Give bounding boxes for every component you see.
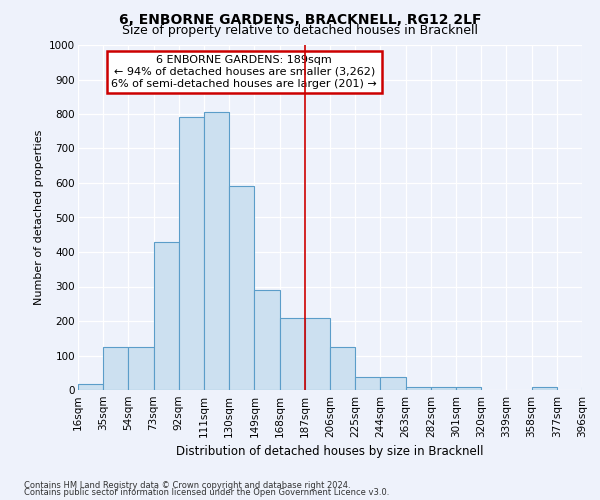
Bar xyxy=(532,386,557,390)
Bar xyxy=(456,386,481,390)
Text: Contains public sector information licensed under the Open Government Licence v3: Contains public sector information licen… xyxy=(24,488,389,497)
Bar xyxy=(406,386,431,390)
Bar xyxy=(330,347,355,390)
Bar xyxy=(154,242,179,390)
Bar xyxy=(103,347,128,390)
Bar xyxy=(431,386,456,390)
Bar xyxy=(305,318,330,390)
Bar xyxy=(280,318,305,390)
Bar xyxy=(582,386,600,390)
X-axis label: Distribution of detached houses by size in Bracknell: Distribution of detached houses by size … xyxy=(176,446,484,458)
Bar xyxy=(254,290,280,390)
Bar xyxy=(380,377,406,390)
Text: 6 ENBORNE GARDENS: 189sqm
← 94% of detached houses are smaller (3,262)
6% of sem: 6 ENBORNE GARDENS: 189sqm ← 94% of detac… xyxy=(112,56,377,88)
Bar xyxy=(179,118,204,390)
Bar xyxy=(355,377,380,390)
Text: Size of property relative to detached houses in Bracknell: Size of property relative to detached ho… xyxy=(122,24,478,37)
Bar xyxy=(229,186,254,390)
Bar xyxy=(128,347,154,390)
Text: Contains HM Land Registry data © Crown copyright and database right 2024.: Contains HM Land Registry data © Crown c… xyxy=(24,480,350,490)
Bar xyxy=(78,384,103,390)
Y-axis label: Number of detached properties: Number of detached properties xyxy=(34,130,44,305)
Text: 6, ENBORNE GARDENS, BRACKNELL, RG12 2LF: 6, ENBORNE GARDENS, BRACKNELL, RG12 2LF xyxy=(119,12,481,26)
Bar xyxy=(204,112,229,390)
